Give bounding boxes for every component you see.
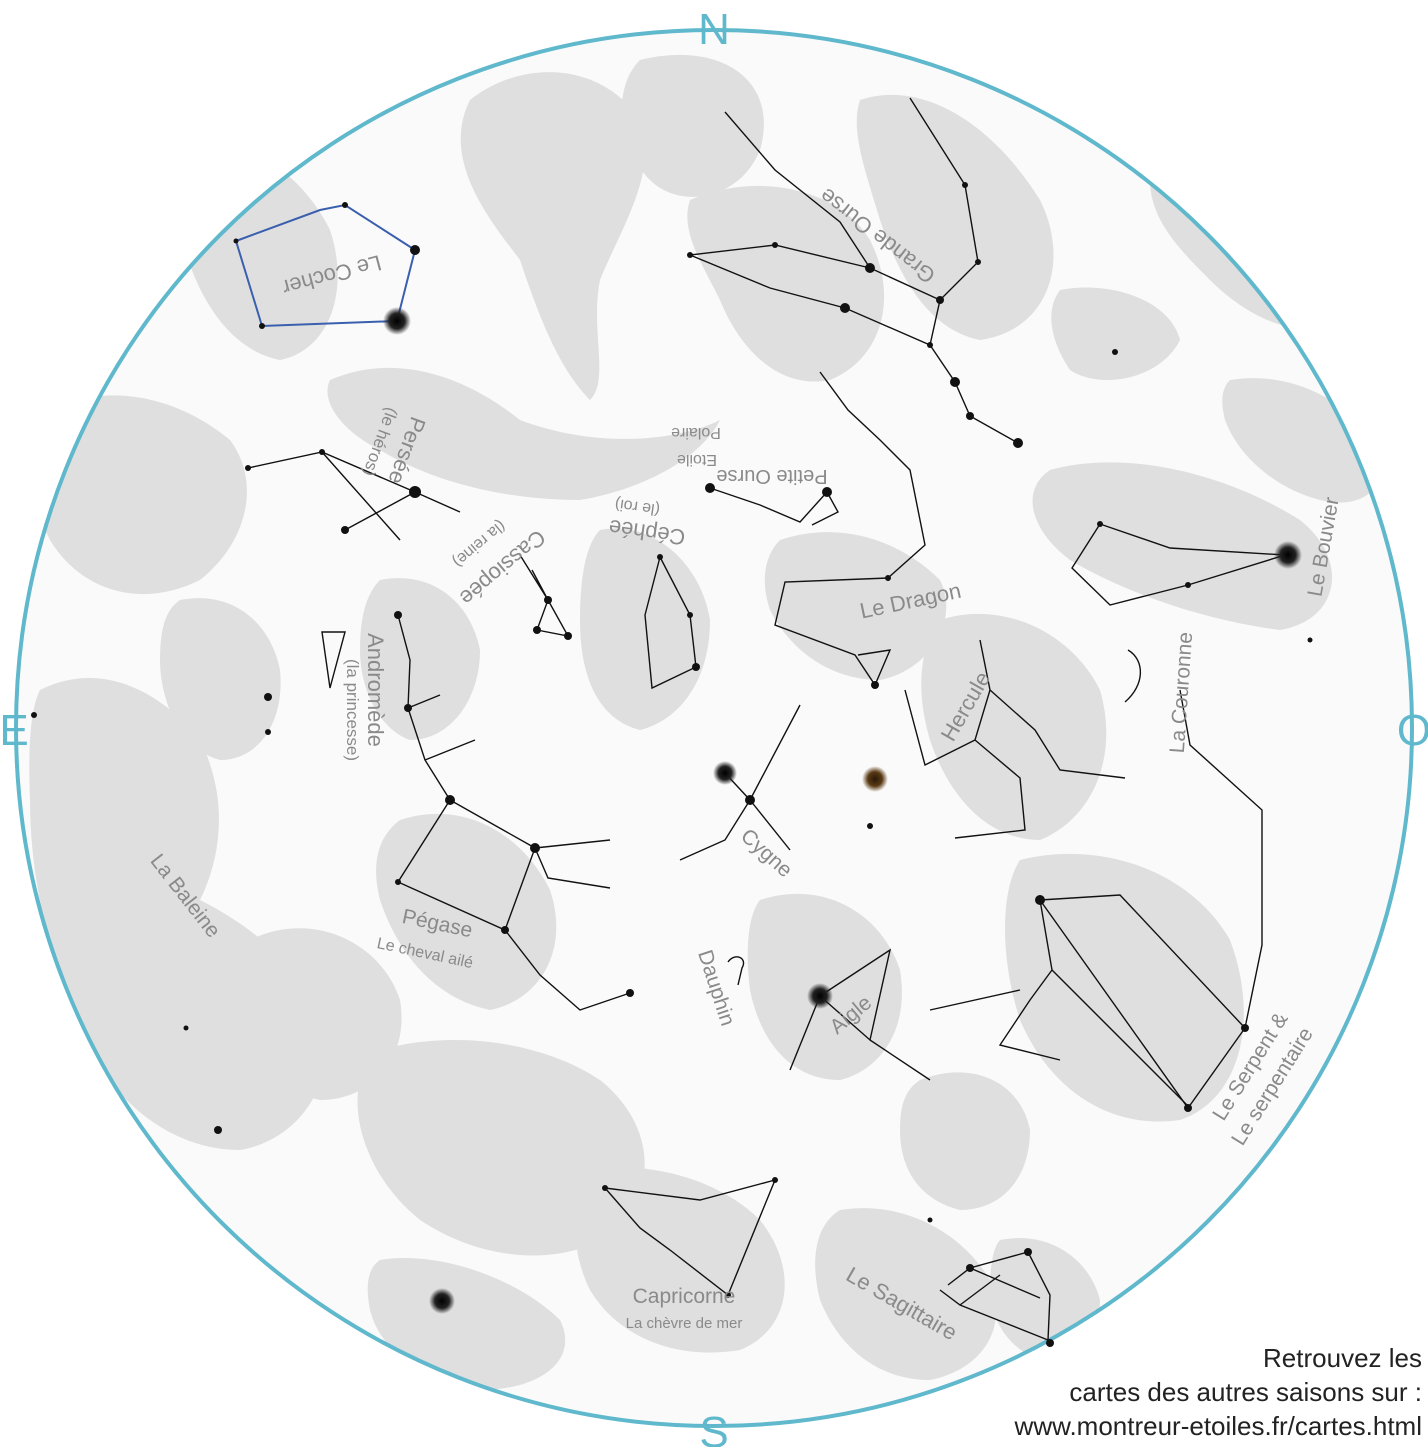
label-capricorne-sub: La chèvre de mer — [626, 1315, 743, 1332]
label-andromede-sub: (la princesse) — [343, 659, 362, 761]
footer-line-2: cartes des autres saisons sur : — [1015, 1375, 1422, 1409]
arcturus-star — [1274, 541, 1302, 569]
capella-star — [383, 307, 411, 335]
altair-star — [807, 983, 833, 1009]
label-capricorne: Capricorne — [633, 1285, 736, 1308]
label-etoile-polaire-1: Etoile — [677, 451, 717, 468]
label-etoile-polaire-2: Polaire — [671, 424, 721, 441]
east-label: E — [0, 706, 29, 755]
label-petite-ourse: Petite Ourse — [716, 465, 827, 487]
north-label: N — [698, 5, 730, 54]
west-label: O — [1397, 706, 1428, 755]
deneb-star — [713, 761, 737, 785]
south-label: S — [699, 1408, 728, 1447]
fomalhaut-star — [429, 1288, 455, 1314]
footer-note: Retrouvez les cartes des autres saisons … — [1015, 1341, 1422, 1443]
footer-line-1: Retrouvez les — [1015, 1341, 1422, 1375]
footer-link[interactable]: www.montreur-etoiles.fr/cartes.html — [1015, 1409, 1422, 1443]
vega-star — [862, 766, 888, 792]
label-andromede: Andromède — [363, 633, 388, 747]
